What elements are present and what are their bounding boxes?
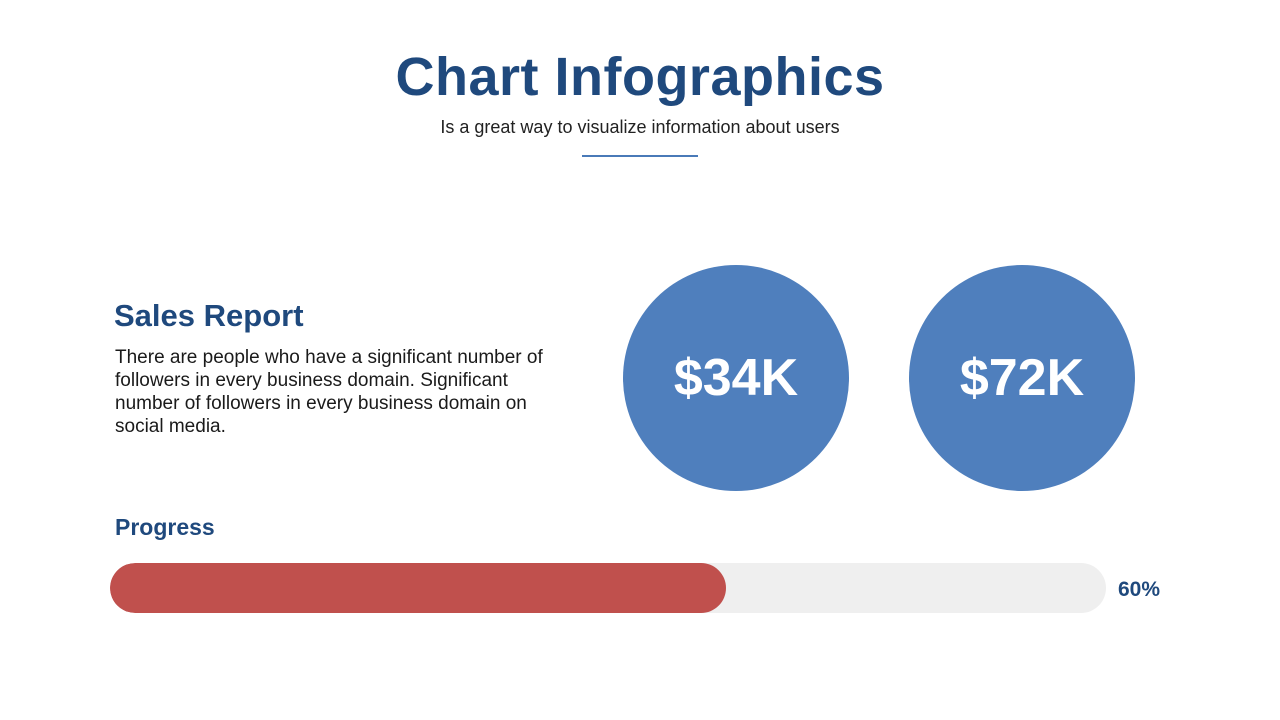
progress-heading: Progress bbox=[115, 514, 215, 540]
sales-report-description: There are people who have a significant … bbox=[115, 347, 543, 437]
progress-bar-track bbox=[110, 563, 1106, 613]
page-subtitle: Is a great way to visualize information … bbox=[440, 117, 840, 137]
progress-value: 60% bbox=[1118, 578, 1161, 601]
title-divider bbox=[582, 155, 698, 157]
sales-report-heading: Sales Report bbox=[114, 298, 304, 333]
metric-circle-2: $72K bbox=[909, 265, 1135, 491]
progress-bar-fill bbox=[110, 563, 726, 613]
metric-value-2: $72K bbox=[959, 349, 1085, 407]
metric-circle-1: $34K bbox=[623, 265, 849, 491]
metric-value-1: $34K bbox=[673, 349, 799, 407]
page-title: Chart Infographics bbox=[395, 47, 885, 107]
